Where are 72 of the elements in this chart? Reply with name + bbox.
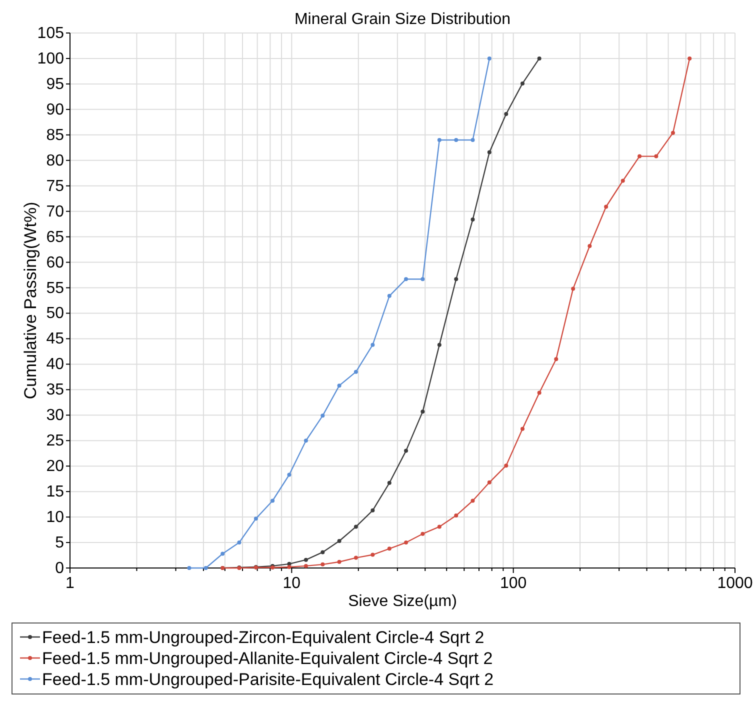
point [337, 560, 342, 564]
point [354, 524, 358, 529]
point [387, 546, 392, 551]
y-tick-label: 40 [46, 356, 64, 374]
point [537, 390, 542, 395]
y-tick-label: 10 [46, 509, 64, 526]
y-tick-label: 25 [46, 432, 64, 450]
y-tick-label: 5 [55, 534, 64, 552]
legend-label: Feed-1.5 mm-Ungrouped-Zircon-Equivalent Circle-4 Sqrt 2 [42, 628, 484, 647]
point [654, 154, 658, 158]
point [404, 540, 408, 545]
y-axis-title: Cumulative Passing(Wt%) [21, 202, 40, 400]
point [354, 556, 358, 560]
legend-label: Feed-1.5 mm-Ungrouped-Parisite-Equivalent Circle-4 Sqrt 2 [42, 670, 494, 689]
point [620, 178, 625, 183]
point [571, 286, 576, 291]
y-tick-label: 50 [46, 305, 64, 322]
point [304, 564, 308, 568]
y-tick-label: 80 [46, 152, 64, 170]
point [520, 426, 525, 431]
point [420, 532, 425, 536]
point [320, 562, 325, 566]
point [670, 130, 675, 135]
point [504, 112, 508, 116]
point [504, 464, 508, 468]
point [304, 558, 308, 562]
y-tick-label: 15 [46, 484, 64, 501]
x-tick-label: 10 [282, 575, 301, 592]
point [370, 552, 375, 557]
point [370, 508, 375, 512]
point [404, 448, 408, 453]
y-tick-label: 90 [46, 101, 64, 118]
y-tick-label: 30 [46, 407, 64, 424]
point [470, 217, 475, 222]
chart-title: Mineral Grain Size Distribution [294, 11, 511, 28]
y-tick-label: 105 [37, 25, 64, 42]
y-tick-label: 0 [55, 560, 64, 577]
point [688, 56, 692, 60]
y-tick-label: 95 [46, 76, 64, 93]
x-tick-label: 100 [500, 575, 527, 592]
point [537, 56, 542, 60]
x-tick-label: 1 [66, 575, 75, 592]
y-tick-label: 55 [46, 280, 64, 297]
point [387, 480, 392, 485]
point [454, 514, 458, 518]
point [320, 550, 325, 554]
y-tick-label: 70 [46, 203, 64, 220]
point [638, 154, 642, 158]
point [437, 524, 442, 529]
y-tick-label: 100 [37, 50, 64, 68]
legend-label: Feed-1.5 mm-Ungrouped-Allanite-Equivalent Circle-4 Sqrt 2 [42, 649, 493, 668]
y-tick-label: 20 [46, 458, 64, 476]
point [487, 150, 492, 154]
y-tick-label: 65 [46, 228, 64, 246]
point [337, 538, 342, 543]
point [437, 342, 442, 347]
x-axis-title: Sieve Size(µm) [348, 593, 457, 610]
point [520, 81, 525, 86]
point [420, 410, 425, 414]
point [287, 564, 292, 569]
y-tick-label: 85 [46, 126, 64, 144]
point [588, 244, 592, 248]
y-tick-label: 75 [46, 178, 64, 195]
point [604, 204, 608, 209]
point [470, 498, 475, 503]
x-tick-label: 1000 [717, 575, 753, 592]
point [487, 480, 492, 484]
y-tick-label: 35 [46, 382, 64, 399]
y-tick-label: 60 [46, 254, 64, 272]
point [554, 357, 558, 362]
point [454, 277, 458, 282]
y-tick-label: 45 [46, 330, 64, 348]
